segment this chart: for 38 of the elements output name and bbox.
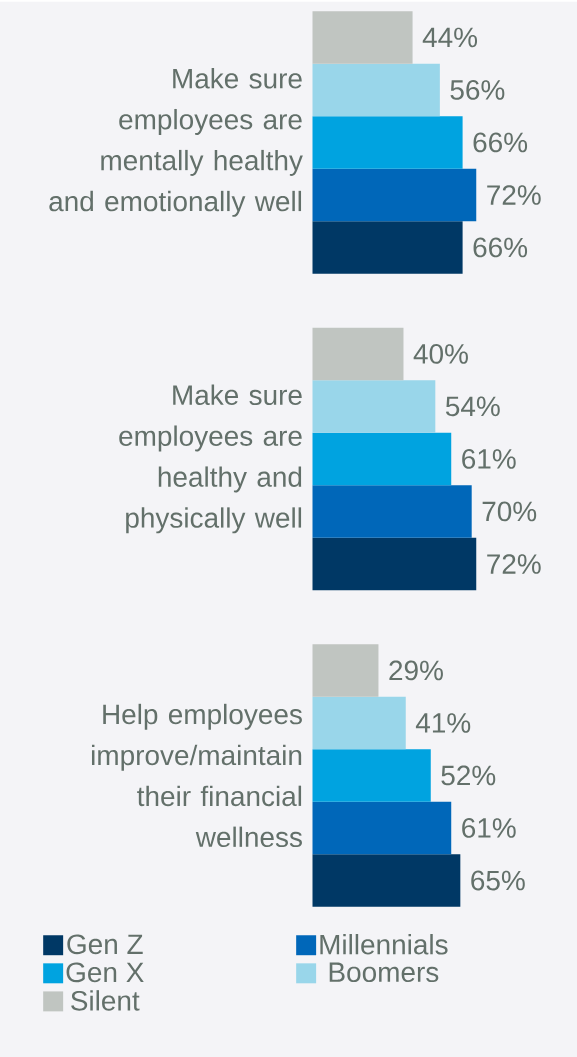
data-label: 40% — [413, 344, 468, 364]
data-label: 52% — [441, 765, 496, 786]
data-label: 41% — [415, 713, 471, 733]
data-label: 61% — [462, 449, 516, 469]
data-label: 72% — [487, 554, 541, 574]
bar — [312, 63, 440, 117]
data-label: 29% — [389, 660, 443, 681]
bar — [312, 485, 472, 538]
bar — [312, 11, 413, 64]
bar — [312, 801, 452, 855]
legend-label: Boomers — [329, 962, 439, 983]
data-label: 66% — [473, 237, 527, 258]
data-label: 56% — [450, 80, 505, 100]
bar — [312, 221, 463, 274]
y-tick-label: Make sure employees are healthy and physically well — [119, 384, 302, 534]
y-tick-label: Help employees improve/maintain their financial wellness — [91, 703, 302, 848]
bar — [312, 854, 461, 907]
bar — [312, 644, 379, 697]
data-label: 65% — [471, 870, 525, 891]
bar — [312, 116, 463, 169]
data-label: 66% — [473, 132, 527, 153]
legend-label: Gen Z — [67, 934, 143, 955]
bar — [312, 380, 436, 433]
legend-label: Gen X — [66, 962, 144, 983]
legend-label: Millennials — [320, 934, 448, 955]
bar — [312, 696, 406, 750]
bar — [312, 432, 452, 486]
bar — [312, 327, 404, 381]
data-label: 44% — [422, 27, 477, 48]
legend-label: Silent — [70, 990, 140, 1011]
y-tick-label: Make sure employees are mentally healthy and emotionally well — [49, 68, 303, 217]
data-label: 72% — [487, 185, 541, 205]
data-label: 61% — [462, 818, 516, 838]
bar — [312, 537, 477, 591]
data-label: 70% — [482, 501, 537, 522]
data-label: 54% — [445, 396, 500, 417]
bar — [312, 749, 431, 802]
bar — [312, 168, 477, 222]
